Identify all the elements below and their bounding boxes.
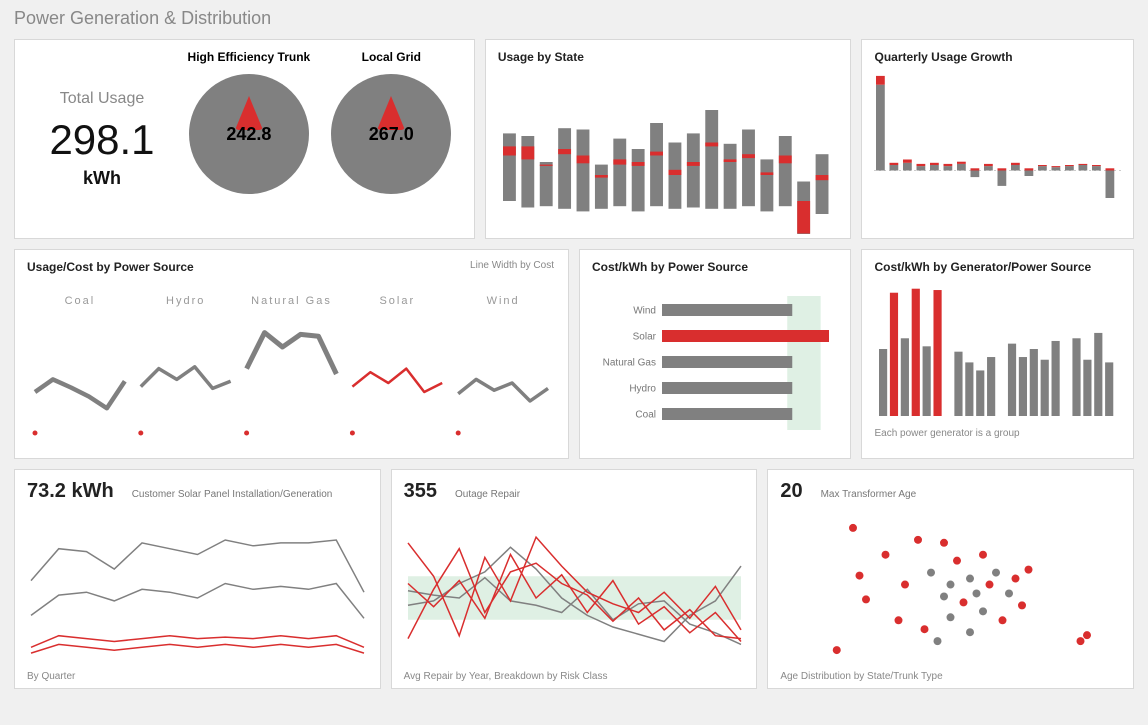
total-usage-value: 298.1 xyxy=(27,116,177,164)
outage-chart xyxy=(404,505,745,670)
usage-by-state-chart xyxy=(498,64,839,234)
card-quarterly-growth: Quarterly Usage Growth xyxy=(861,39,1134,239)
cgps-footnote: Each power generator is a group xyxy=(874,428,1121,439)
svg-text:Natural Gas: Natural Gas xyxy=(251,295,332,307)
solar-footnote: By Quarter xyxy=(27,671,75,682)
gauge-label-het: High Efficiency Trunk xyxy=(188,50,311,64)
svg-text:Hydro: Hydro xyxy=(629,384,656,395)
card-solar-generation: 73.2 kWh Customer Solar Panel Installati… xyxy=(14,469,381,689)
svg-text:Natural Gas: Natural Gas xyxy=(603,358,656,369)
card-cost-kwh-by-generator: Cost/kWh by Generator/Power Source Each … xyxy=(861,249,1134,459)
card-cost-kwh-by-source: Cost/kWh by Power Source Wind Solar Natura… xyxy=(579,249,852,459)
cgps-title: Cost/kWh by Generator/Power Source xyxy=(874,260,1121,274)
card-outage-repair: 355 Outage Repair Avg Repair by Year, Br… xyxy=(391,469,758,689)
outage-footnote: Avg Repair by Year, Breakdown by Risk Cl… xyxy=(404,671,608,682)
usage-by-state-title: Usage by State xyxy=(498,50,839,64)
outage-value: 355 xyxy=(404,480,437,503)
gauge-value-local: 267.0 xyxy=(369,124,414,145)
ckps-title: Cost/kWh by Power Source xyxy=(592,260,839,274)
card-transformer-age: 20 Max Transformer Age Age Distribution … xyxy=(767,469,1134,689)
outage-subtitle: Outage Repair xyxy=(455,489,520,500)
gauge-value-het: 242.8 xyxy=(226,124,271,145)
total-usage-label: Total Usage xyxy=(27,90,177,108)
svg-text:Coal: Coal xyxy=(65,295,96,307)
transformer-subtitle: Max Transformer Age xyxy=(821,489,917,500)
solar-chart xyxy=(27,505,368,670)
total-usage-unit: kWh xyxy=(27,168,177,189)
ucps-chart: Coal Hydro Natural Gas Solar Wind xyxy=(27,274,556,449)
card-usage-by-state: Usage by State xyxy=(485,39,852,239)
gauge-local: 267.0 xyxy=(331,74,451,194)
ckps-chart: Wind Solar Natural Gas Hydro Coal xyxy=(592,274,839,449)
transformer-footnote: Age Distribution by State/Trunk Type xyxy=(780,671,942,682)
transformer-chart xyxy=(780,505,1121,670)
svg-text:Wind: Wind xyxy=(487,295,520,307)
card-total-usage: Total Usage 298.1 kWh High Efficiency Tr… xyxy=(14,39,475,239)
svg-text:Hydro: Hydro xyxy=(166,295,205,307)
ucps-subtitle: Line Width by Cost xyxy=(470,260,554,271)
solar-value: 73.2 kWh xyxy=(27,480,114,503)
svg-text:Wind: Wind xyxy=(633,306,656,317)
solar-subtitle: Customer Solar Panel Installation/Genera… xyxy=(132,489,333,500)
quarterly-growth-title: Quarterly Usage Growth xyxy=(874,50,1121,64)
cgps-chart xyxy=(874,274,1121,424)
svg-text:Solar: Solar xyxy=(633,332,657,343)
svg-text:Coal: Coal xyxy=(635,410,656,421)
page-title: Power Generation & Distribution xyxy=(14,8,1134,29)
card-usage-cost-by-source: Usage/Cost by Power Source Line Width by… xyxy=(14,249,569,459)
dashboard-grid: Total Usage 298.1 kWh High Efficiency Tr… xyxy=(14,39,1134,689)
quarterly-growth-chart xyxy=(874,64,1121,234)
transformer-value: 20 xyxy=(780,480,802,503)
gauge-het: 242.8 xyxy=(189,74,309,194)
gauge-label-local: Local Grid xyxy=(362,50,421,64)
svg-text:Solar: Solar xyxy=(379,295,415,307)
